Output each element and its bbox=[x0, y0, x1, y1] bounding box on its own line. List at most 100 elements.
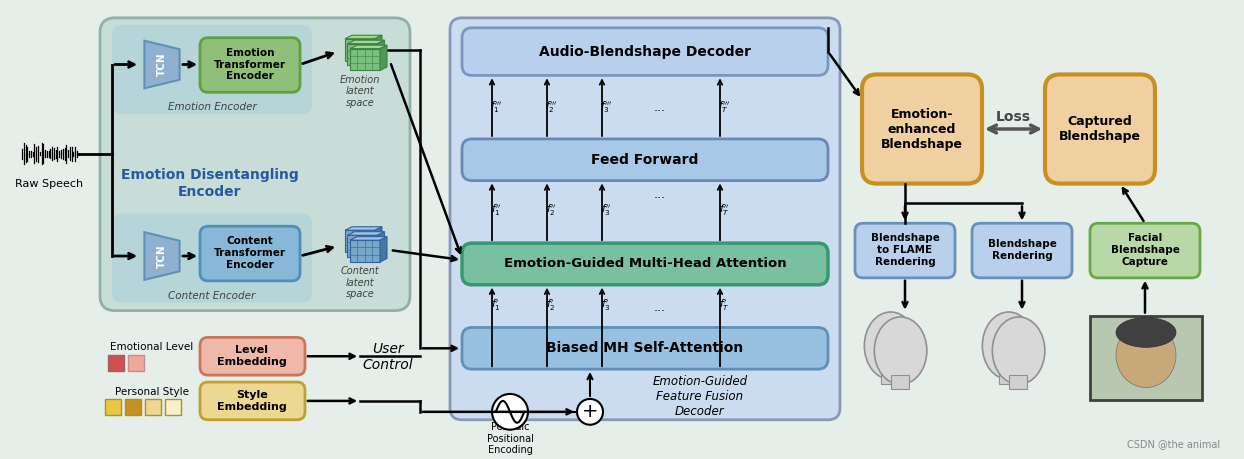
Text: TCN: TCN bbox=[157, 53, 167, 76]
Text: $f_T''$: $f_T''$ bbox=[719, 203, 729, 218]
Text: Level
Embedding: Level Embedding bbox=[218, 346, 287, 367]
FancyBboxPatch shape bbox=[462, 28, 829, 75]
Text: $f_2'$: $f_2'$ bbox=[546, 298, 556, 313]
Bar bbox=[1009, 375, 1028, 389]
Text: $f_1'''$: $f_1'''$ bbox=[490, 100, 503, 115]
Bar bbox=[165, 399, 180, 415]
FancyBboxPatch shape bbox=[855, 223, 955, 278]
Bar bbox=[1090, 316, 1202, 400]
Polygon shape bbox=[347, 232, 384, 235]
Polygon shape bbox=[374, 35, 382, 61]
Text: Blendshape
Rendering: Blendshape Rendering bbox=[988, 239, 1056, 261]
FancyBboxPatch shape bbox=[200, 382, 305, 420]
Text: $f_T'''$: $f_T'''$ bbox=[718, 100, 730, 115]
Text: Audio-Blendshape Decoder: Audio-Blendshape Decoder bbox=[539, 45, 751, 59]
Text: $f_2''$: $f_2''$ bbox=[546, 203, 556, 218]
Text: $f_2'''$: $f_2'''$ bbox=[545, 100, 557, 115]
FancyBboxPatch shape bbox=[462, 327, 829, 369]
Polygon shape bbox=[350, 237, 387, 240]
Text: Emotion-Guided
Feature Fusion
Decoder: Emotion-Guided Feature Fusion Decoder bbox=[652, 375, 748, 419]
FancyBboxPatch shape bbox=[1090, 223, 1200, 278]
Bar bbox=[345, 230, 374, 252]
Text: Emotion
latent
space: Emotion latent space bbox=[340, 75, 381, 108]
Text: CSDN @the animal: CSDN @the animal bbox=[1127, 440, 1220, 449]
Text: Personal Style: Personal Style bbox=[114, 387, 189, 397]
Text: Emotion Disentangling
Encoder: Emotion Disentangling Encoder bbox=[121, 168, 299, 199]
Text: Emotion-Guided Multi-Head Attention: Emotion-Guided Multi-Head Attention bbox=[504, 257, 786, 270]
Polygon shape bbox=[374, 227, 382, 252]
Ellipse shape bbox=[1116, 318, 1176, 347]
Text: $f_3'''$: $f_3'''$ bbox=[600, 100, 612, 115]
Bar bbox=[104, 399, 121, 415]
Text: Biased MH Self-Attention: Biased MH Self-Attention bbox=[546, 341, 744, 355]
Bar bbox=[347, 44, 377, 66]
Bar bbox=[128, 355, 144, 371]
Text: Loss: Loss bbox=[995, 110, 1030, 124]
Ellipse shape bbox=[993, 317, 1045, 385]
Polygon shape bbox=[377, 40, 384, 66]
Polygon shape bbox=[377, 232, 384, 257]
Polygon shape bbox=[379, 45, 387, 71]
Polygon shape bbox=[345, 35, 382, 39]
Polygon shape bbox=[350, 45, 387, 49]
Polygon shape bbox=[379, 237, 387, 262]
Text: $f_3'$: $f_3'$ bbox=[601, 298, 611, 313]
Ellipse shape bbox=[875, 317, 927, 385]
Bar bbox=[108, 355, 124, 371]
FancyBboxPatch shape bbox=[972, 223, 1072, 278]
Bar bbox=[146, 399, 160, 415]
Polygon shape bbox=[345, 227, 382, 230]
Polygon shape bbox=[144, 41, 179, 88]
Text: Content
latent
space: Content latent space bbox=[341, 266, 379, 299]
Text: Emotional Level: Emotional Level bbox=[111, 342, 194, 353]
Text: $f_1'$: $f_1'$ bbox=[491, 298, 501, 313]
Ellipse shape bbox=[983, 312, 1035, 380]
Ellipse shape bbox=[1116, 323, 1176, 387]
FancyBboxPatch shape bbox=[200, 337, 305, 375]
Text: Content Encoder: Content Encoder bbox=[168, 291, 255, 301]
Text: Facial
Blendshape
Capture: Facial Blendshape Capture bbox=[1111, 234, 1179, 267]
Bar bbox=[350, 240, 379, 262]
Circle shape bbox=[491, 394, 527, 430]
FancyBboxPatch shape bbox=[200, 38, 300, 92]
Bar bbox=[999, 369, 1018, 384]
FancyBboxPatch shape bbox=[100, 18, 411, 311]
FancyBboxPatch shape bbox=[112, 213, 312, 302]
Circle shape bbox=[577, 399, 603, 425]
FancyBboxPatch shape bbox=[862, 74, 982, 184]
FancyBboxPatch shape bbox=[462, 139, 829, 180]
Text: $f_T'$: $f_T'$ bbox=[719, 298, 729, 313]
Bar bbox=[350, 49, 379, 71]
Text: Emotion-
enhanced
Blendshape: Emotion- enhanced Blendshape bbox=[881, 107, 963, 151]
Bar bbox=[347, 235, 377, 257]
Text: Style
Embedding: Style Embedding bbox=[218, 390, 287, 412]
Text: ...: ... bbox=[654, 101, 666, 114]
Text: ...: ... bbox=[654, 301, 666, 314]
FancyBboxPatch shape bbox=[450, 18, 840, 420]
Text: Blendshape
to FLAME
Rendering: Blendshape to FLAME Rendering bbox=[871, 234, 939, 267]
Text: User
Control: User Control bbox=[363, 342, 413, 372]
Ellipse shape bbox=[865, 312, 917, 380]
Text: Feed Forward: Feed Forward bbox=[591, 153, 699, 167]
FancyBboxPatch shape bbox=[462, 243, 829, 285]
FancyBboxPatch shape bbox=[1045, 74, 1154, 184]
Text: Emotion Encoder: Emotion Encoder bbox=[168, 102, 256, 112]
Text: $f_1''$: $f_1''$ bbox=[491, 203, 501, 218]
Text: +: + bbox=[582, 403, 598, 421]
Text: ...: ... bbox=[654, 188, 666, 201]
Bar bbox=[345, 39, 374, 61]
Text: Raw Speech: Raw Speech bbox=[15, 179, 83, 189]
FancyBboxPatch shape bbox=[200, 226, 300, 281]
Text: Content
Transformer
Encoder: Content Transformer Encoder bbox=[214, 236, 286, 269]
Polygon shape bbox=[347, 40, 384, 44]
Bar bbox=[124, 399, 141, 415]
Bar bbox=[892, 375, 909, 389]
Text: Emotion
Transformer
Encoder: Emotion Transformer Encoder bbox=[214, 48, 286, 81]
Text: $f_3''$: $f_3''$ bbox=[601, 203, 611, 218]
Text: TCN: TCN bbox=[157, 244, 167, 268]
FancyBboxPatch shape bbox=[112, 25, 312, 114]
Bar bbox=[882, 369, 899, 384]
Text: Periodic
Positional
Encoding: Periodic Positional Encoding bbox=[486, 422, 534, 455]
Text: Captured
Blendshape: Captured Blendshape bbox=[1059, 115, 1141, 143]
Polygon shape bbox=[144, 232, 179, 280]
